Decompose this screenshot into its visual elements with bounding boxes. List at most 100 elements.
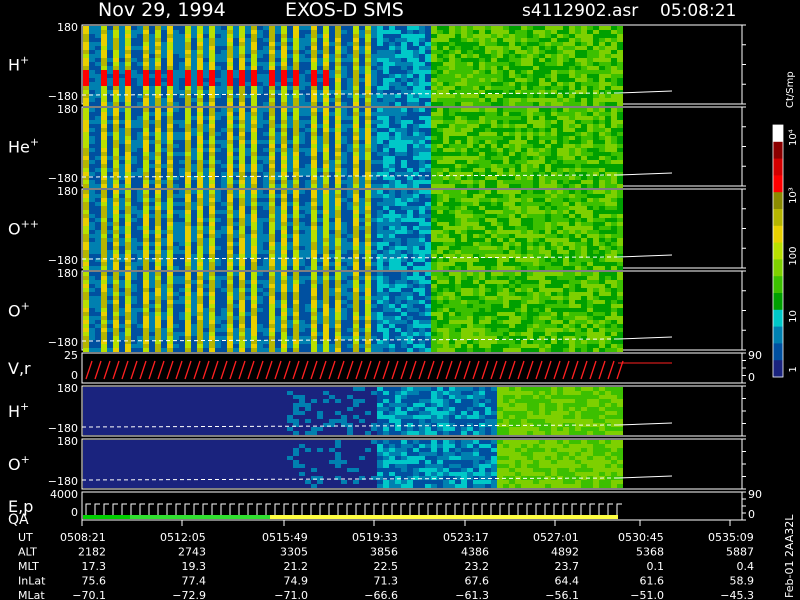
colorbar-swatch [773, 309, 783, 328]
y-tick-bottom: −180 [48, 90, 78, 103]
panel-label: E,p [8, 497, 33, 516]
panel-spectrogram [83, 503, 622, 519]
table-row-label: MLT [18, 560, 39, 573]
colorbar-swatch [773, 175, 783, 193]
table-cell: 0508:21 [60, 531, 106, 544]
table-cell: 67.6 [465, 575, 490, 588]
table-cell: 3305 [280, 546, 308, 559]
colorbar-tick-label: 10 [788, 310, 799, 323]
table-cell: 64.4 [555, 575, 580, 588]
panel-label: O+ [8, 453, 30, 474]
table-cell: 0.1 [647, 560, 665, 573]
colorbar-swatch [773, 242, 783, 260]
panel-spectrogram [83, 387, 623, 435]
table-cell: 17.3 [82, 560, 107, 573]
y-tick-top: 25 [64, 349, 78, 362]
table-cell: 2743 [178, 546, 206, 559]
table-cell: 5887 [726, 546, 754, 559]
table-cell: −56.1 [545, 589, 579, 600]
colorbar-swatch [773, 276, 783, 294]
table-cell: 0.4 [737, 560, 755, 573]
plot-instrument: EXOS-D SMS [285, 0, 404, 21]
table-cell: 0535:09 [708, 531, 754, 544]
panel-label: H+ [8, 400, 29, 421]
y-tick-bottom: −180 [48, 254, 78, 267]
plot-file: s4112902.asr [522, 1, 638, 21]
colorbar-tick-label: 10⁴ [788, 129, 799, 146]
plot-date: Nov 29, 1994 [98, 0, 226, 21]
right-tick-bottom: 0 [748, 371, 755, 384]
table-cell: −51.0 [630, 589, 664, 600]
table-cell: −61.3 [455, 589, 489, 600]
panel-label: O++ [8, 218, 39, 239]
table-cell: −45.3 [720, 589, 754, 600]
table-cell: 23.2 [465, 560, 490, 573]
table-row-label: ALT [18, 546, 37, 559]
colorbar-swatch [773, 141, 783, 160]
panel-spectrogram [83, 26, 623, 106]
colorbar-swatch [773, 360, 783, 378]
y-tick-top: 180 [57, 21, 78, 34]
table-cell: −72.9 [172, 589, 206, 600]
panel-o-plus-pitch: O+ 180 −180 [8, 267, 746, 352]
colorbar-tick-label: 10³ [788, 187, 799, 204]
y-tick-bottom: −180 [48, 475, 78, 488]
panel-label: H+ [8, 54, 29, 75]
table-cell: 61.6 [640, 575, 665, 588]
panel-spectrogram [83, 354, 672, 382]
colorbar-swatch [773, 225, 783, 244]
panel-velocity: V,r 25 0 90 0 [8, 349, 762, 384]
table-row-label: MLat [18, 589, 45, 600]
y-tick-bottom: −180 [48, 172, 78, 185]
colorbar-swatch [773, 343, 783, 361]
right-tick-top: 90 [748, 488, 762, 501]
colorbar-swatch [773, 209, 783, 227]
table-cell: 3856 [370, 546, 398, 559]
table-cell: 23.7 [555, 560, 580, 573]
colorbar-unit: Ct/Smp [785, 71, 796, 108]
panel-spectrogram [83, 272, 623, 352]
table-cell: 19.3 [182, 560, 207, 573]
y-tick-top: 4000 [50, 488, 78, 501]
table-row-label: UT [18, 531, 33, 544]
table-cell: 2182 [78, 546, 106, 559]
table-row-label: InLat [18, 575, 46, 588]
colorbar-swatch [773, 125, 783, 143]
colorbar-swatch [773, 293, 783, 311]
table-cell: 4386 [461, 546, 489, 559]
table-cell: 75.6 [82, 575, 107, 588]
colorbar-swatch [773, 259, 783, 277]
plot-time: 05:08:21 [660, 1, 736, 21]
table-cell: 4892 [551, 546, 579, 559]
table-cell: 0515:49 [262, 531, 308, 544]
y-tick-top: 180 [57, 103, 78, 116]
panel-energy-qa: E,pQA 4000 0 90 0 [8, 488, 762, 528]
y-tick-top: 180 [57, 185, 78, 198]
colorbar-swatch [773, 326, 783, 344]
table-cell: 77.4 [182, 575, 207, 588]
table-cell: 21.2 [284, 560, 309, 573]
table-cell: 0527:01 [533, 531, 579, 544]
panels: H+180−180He+180−180O++180−180O+180−180V,… [8, 21, 762, 528]
colorbar-swatch [773, 158, 783, 176]
table-cell: 0523:17 [443, 531, 489, 544]
colorbar-swatch [773, 192, 783, 210]
energy-trace [85, 503, 622, 515]
y-tick-bottom: 0 [71, 369, 78, 382]
ephemeris-table: UT 0508:21 0512:05 0515:49 0519:33 0523:17 052… [18, 520, 754, 600]
panel-spectrogram [83, 108, 623, 188]
panel-spectrogram [83, 440, 623, 488]
right-tick-top: 90 [748, 349, 762, 362]
panel-he-plus-pitch: He+ 180 −180 [8, 103, 746, 188]
y-tick-top: 180 [57, 267, 78, 280]
colorbar-tick-label: 1 [788, 366, 799, 372]
table-cell: 0530:45 [618, 531, 664, 544]
table-cell: −71.0 [274, 589, 308, 600]
panel-o-plusplus-pitch: O++ 180 −180 [8, 185, 746, 270]
side-label: Feb-01 2AA32L [783, 514, 796, 598]
velocity-trace [85, 360, 624, 380]
header: Nov 29, 1994 EXOS-D SMS s4112902.asr 05:… [98, 0, 736, 21]
table-cell: 58.9 [730, 575, 755, 588]
panel-label: O+ [8, 300, 30, 321]
